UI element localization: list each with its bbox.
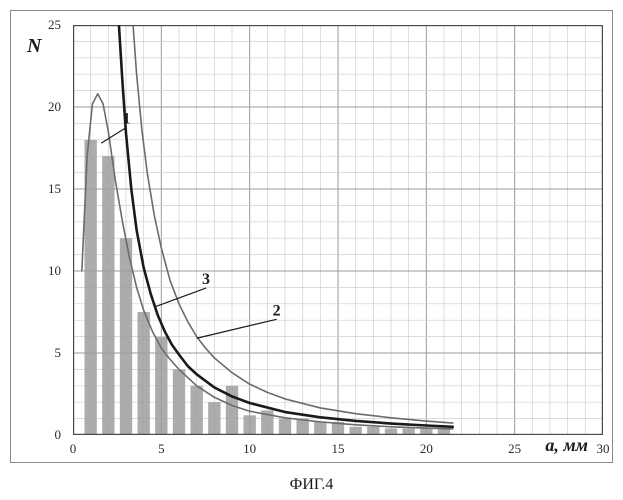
- bar: [208, 402, 220, 435]
- y-tick: 25: [48, 17, 61, 33]
- callout-label: 1: [122, 110, 130, 127]
- bar: [367, 427, 379, 435]
- x-tick: 25: [508, 441, 521, 457]
- bar: [137, 312, 149, 435]
- x-axis-label: а, мм: [545, 435, 588, 456]
- figure-caption: ФИГ.4: [0, 476, 623, 494]
- y-tick-labels: 0510152025: [11, 25, 67, 435]
- y-tick: 15: [48, 181, 61, 197]
- x-tick: 15: [332, 441, 345, 457]
- bar: [279, 419, 291, 435]
- y-tick: 20: [48, 99, 61, 115]
- bar: [314, 422, 326, 435]
- bar: [173, 369, 185, 435]
- x-tick: 10: [243, 441, 256, 457]
- bar: [102, 156, 114, 435]
- x-tick: 20: [420, 441, 433, 457]
- bar: [243, 415, 255, 435]
- bar: [190, 386, 202, 435]
- y-tick: 5: [55, 345, 62, 361]
- x-tick: 30: [597, 441, 610, 457]
- bar: [120, 238, 132, 435]
- plot-svg: 1 3 2: [73, 25, 603, 435]
- x-tick: 0: [70, 441, 77, 457]
- plot-area: 1 3 2: [73, 25, 603, 435]
- callout-3: 3: [154, 271, 210, 307]
- callout-label: 2: [273, 302, 281, 319]
- bar: [155, 337, 167, 435]
- curve-2: [133, 25, 453, 423]
- callout-label: 3: [202, 271, 210, 288]
- figure-frame: N 132 0510152025 051015202530 а, мм: [10, 10, 613, 463]
- bar: [349, 427, 361, 435]
- x-tick-labels: 051015202530: [73, 439, 603, 459]
- y-tick: 10: [48, 263, 61, 279]
- curve-3: [119, 25, 453, 427]
- y-tick: 0: [55, 427, 62, 443]
- x-tick: 5: [158, 441, 165, 457]
